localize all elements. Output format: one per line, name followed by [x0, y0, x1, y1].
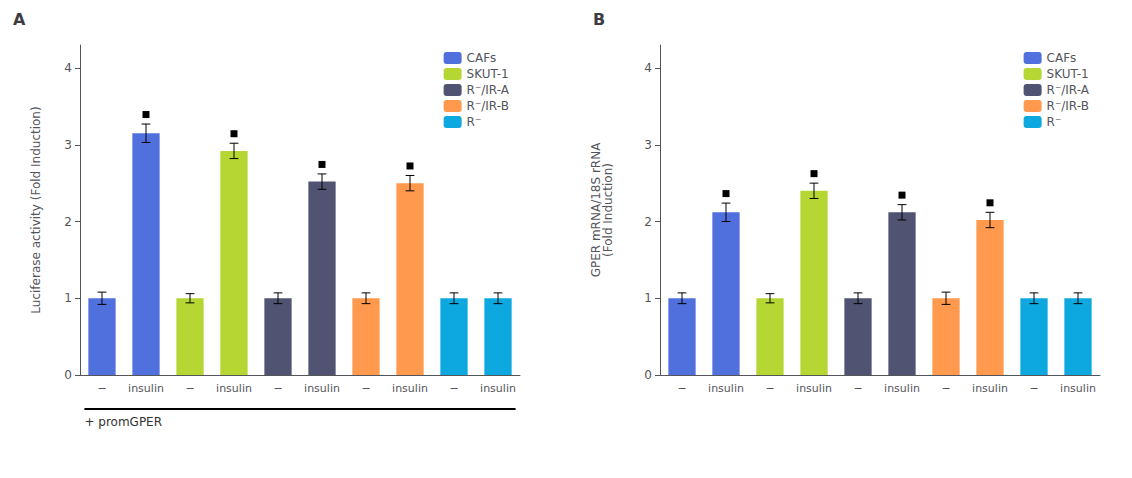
- svg-text:insulin: insulin: [972, 382, 1008, 395]
- svg-text:−: −: [361, 382, 370, 395]
- svg-text:3: 3: [64, 138, 72, 152]
- svg-text:A: A: [13, 10, 26, 29]
- svg-text:2: 2: [64, 215, 72, 229]
- svg-text:insulin: insulin: [480, 382, 516, 395]
- svg-text:R⁻/IR-A: R⁻/IR-A: [467, 83, 510, 97]
- svg-text:R⁻: R⁻: [1047, 115, 1062, 129]
- svg-text:CAFs: CAFs: [1047, 51, 1077, 65]
- svg-text:4: 4: [64, 61, 72, 75]
- svg-text:1: 1: [64, 291, 72, 305]
- svg-text:SKUT-1: SKUT-1: [467, 67, 509, 81]
- svg-text:−: −: [941, 382, 950, 395]
- svg-text:insulin: insulin: [392, 382, 428, 395]
- svg-text:insulin: insulin: [796, 382, 832, 395]
- svg-text:−: −: [677, 382, 686, 395]
- svg-text:B: B: [593, 10, 605, 29]
- svg-text:Luciferase activity (Fold Indu: Luciferase activity (Fold Induction): [29, 106, 43, 313]
- svg-text:CAFs: CAFs: [467, 51, 497, 65]
- svg-text:R⁻/IR-B: R⁻/IR-B: [467, 99, 509, 113]
- svg-text:R⁻/IR-A: R⁻/IR-A: [1047, 83, 1090, 97]
- svg-text:R⁻: R⁻: [467, 115, 482, 129]
- svg-text:−: −: [853, 382, 862, 395]
- svg-text:SKUT-1: SKUT-1: [1047, 67, 1089, 81]
- svg-text:−: −: [1029, 382, 1038, 395]
- svg-text:4: 4: [644, 61, 652, 75]
- svg-text:3: 3: [644, 138, 652, 152]
- svg-text:2: 2: [644, 215, 652, 229]
- svg-text:−: −: [765, 382, 774, 395]
- svg-text:(Fold Induction): (Fold Induction): [601, 163, 615, 257]
- svg-text:−: −: [449, 382, 458, 395]
- svg-text:insulin: insulin: [884, 382, 920, 395]
- svg-text:insulin: insulin: [304, 382, 340, 395]
- svg-text:R⁻/IR-B: R⁻/IR-B: [1047, 99, 1089, 113]
- svg-text:0: 0: [644, 368, 652, 382]
- svg-text:1: 1: [644, 291, 652, 305]
- svg-text:insulin: insulin: [708, 382, 744, 395]
- svg-text:insulin: insulin: [1060, 382, 1096, 395]
- svg-text:insulin: insulin: [128, 382, 164, 395]
- svg-text:+ promGPER: + promGPER: [84, 415, 162, 429]
- svg-text:−: −: [273, 382, 282, 395]
- svg-text:−: −: [97, 382, 106, 395]
- svg-text:0: 0: [64, 368, 72, 382]
- svg-text:−: −: [185, 382, 194, 395]
- svg-text:GPER mRNA/18S rRNA: GPER mRNA/18S rRNA: [589, 142, 603, 278]
- svg-text:insulin: insulin: [216, 382, 252, 395]
